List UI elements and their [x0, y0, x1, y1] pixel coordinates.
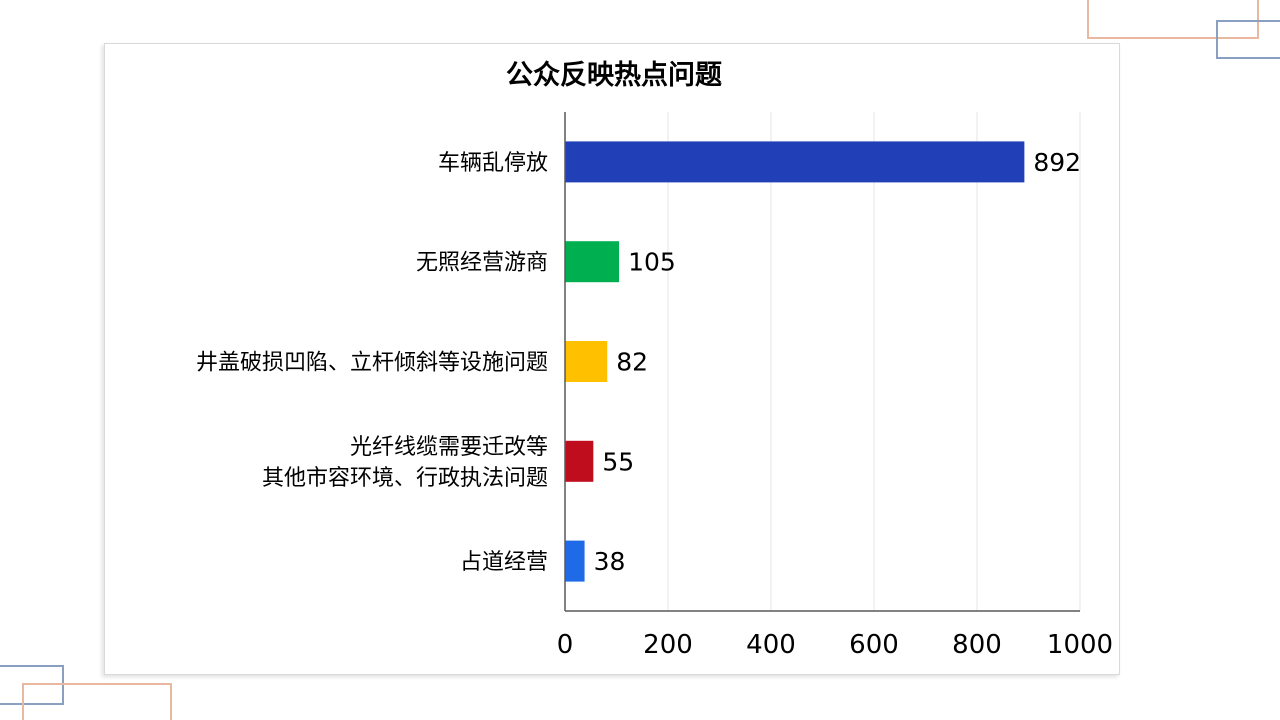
category-label-3-line-1: 其他市容环境、行政执法问题 [262, 466, 548, 491]
category-label-0: 车辆乱停放 [438, 151, 548, 176]
x-tick-label-600: 600 [849, 630, 899, 660]
category-labels: 车辆乱停放无照经营游商井盖破损凹陷、立杆倾斜等设施问题光纤线缆需要迁改等其他市容… [196, 151, 548, 575]
value-label-1: 105 [628, 248, 676, 277]
decorative-frame-orange-top [1087, 0, 1259, 39]
x-tick-label-200: 200 [643, 630, 693, 660]
gridlines [667, 112, 1081, 611]
x-tick-label-400: 400 [746, 630, 796, 660]
decorative-frame-blue-top [1216, 20, 1280, 59]
bar-4[interactable] [565, 540, 585, 582]
category-label-3-line-0: 光纤线缆需要迁改等 [350, 435, 548, 460]
bar-3[interactable] [565, 440, 594, 482]
value-label-2: 82 [616, 348, 648, 377]
value-labels: 892 105 82 55 38 [594, 148, 1082, 576]
category-label-2: 井盖破损凹陷、立杆倾斜等设施问题 [196, 351, 548, 376]
value-label-4: 38 [594, 547, 626, 576]
value-label-0: 892 [1033, 148, 1081, 177]
category-label-4: 占道经营 [460, 550, 548, 575]
x-tick-label-1000: 1000 [1047, 630, 1113, 660]
bar-2[interactable] [565, 341, 608, 382]
chart-title: 公众反映热点问题 [506, 60, 722, 91]
decorative-frame-orange-bottom [22, 683, 172, 720]
value-label-3: 55 [602, 447, 634, 476]
bars [565, 141, 1025, 582]
decorative-frame-blue-bottom [0, 665, 64, 705]
x-tick-label-0: 0 [557, 630, 574, 660]
x-tick-labels: 0 200 400 600 800 1000 [557, 630, 1113, 660]
bar-0[interactable] [565, 141, 1025, 183]
x-tick-label-800: 800 [952, 630, 1002, 660]
axes [564, 112, 1080, 612]
category-label-1: 无照经营游商 [416, 251, 548, 276]
bar-1[interactable] [565, 241, 620, 283]
